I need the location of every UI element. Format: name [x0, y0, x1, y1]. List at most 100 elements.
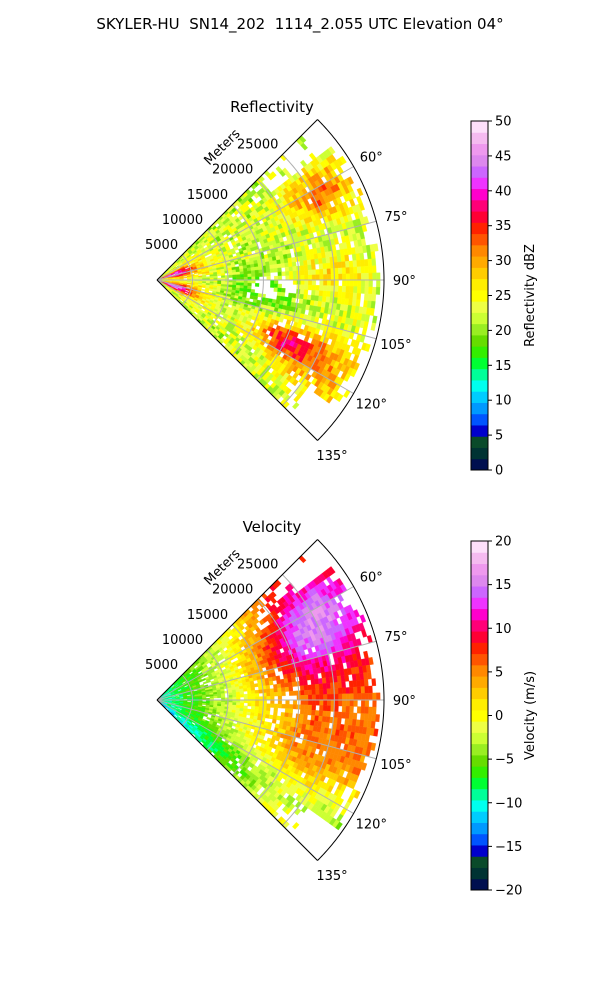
- field-cell: [327, 279, 332, 286]
- field-cell: [251, 273, 256, 278]
- colorbar-swatch: [471, 402, 488, 415]
- field-cell: [277, 691, 282, 697]
- field-cell: [277, 695, 283, 701]
- field-cell: [291, 681, 297, 687]
- field-cell: [277, 687, 282, 693]
- colorbar-swatch: [471, 676, 488, 688]
- field-cell: [315, 694, 320, 701]
- field-cell: [322, 263, 328, 270]
- colorbar-swatch: [471, 211, 488, 223]
- colorbar-tick-label: 30: [495, 254, 512, 269]
- field-cell: [342, 273, 347, 281]
- field-cell: [299, 289, 305, 295]
- field-cell: [205, 694, 211, 697]
- field-cell: [319, 285, 324, 292]
- colorbar-swatch: [471, 267, 488, 280]
- field-cell: [228, 274, 233, 278]
- field-cell: [269, 688, 275, 693]
- field-cell: [291, 293, 297, 299]
- field-cell: [292, 275, 298, 281]
- field-cell: [375, 714, 380, 723]
- field-cell: [303, 680, 308, 686]
- field-cells: [159, 555, 381, 831]
- field-cell: [356, 706, 362, 714]
- field-cell: [288, 270, 294, 276]
- colorbar-swatch: [471, 586, 488, 598]
- azimuth-tick-label: 60°: [360, 150, 383, 165]
- field-cell: [243, 687, 248, 692]
- colorbar-swatch: [471, 867, 488, 880]
- field-cell: [361, 693, 366, 701]
- field-cell: [360, 713, 365, 721]
- field-cell: [344, 254, 350, 262]
- field-cell: [303, 709, 309, 715]
- field-cell: [367, 713, 373, 722]
- field-cell: [300, 704, 305, 710]
- field-cell: [314, 290, 320, 297]
- field-cell: [273, 684, 278, 689]
- field-cell: [322, 290, 328, 297]
- field-cell: [276, 683, 282, 689]
- field-cell: [250, 270, 256, 274]
- field-cell: [370, 300, 376, 309]
- velocity-title: Velocity: [243, 518, 302, 536]
- field-cell: [360, 686, 366, 694]
- field-cell: [236, 282, 241, 286]
- field-cell: [348, 260, 354, 268]
- field-cell: [300, 690, 305, 696]
- field-cell: [341, 291, 346, 299]
- field-cell: [280, 712, 286, 717]
- field-cell: [338, 285, 343, 293]
- colorbar-tick-label: 0: [495, 464, 503, 479]
- field-cell: [308, 694, 313, 701]
- colorbar-tick-label: 15: [495, 359, 512, 374]
- field-cell: [334, 699, 339, 707]
- field-cell: [319, 699, 324, 706]
- field-cell: [257, 262, 263, 267]
- colorbar-tick-label: 25: [495, 289, 512, 304]
- field-cell: [333, 711, 339, 718]
- field-cell: [315, 699, 320, 706]
- field-cell: [236, 702, 241, 706]
- azimuth-tick-label: 60°: [360, 570, 383, 585]
- field-cell: [202, 681, 208, 685]
- field-cell: [258, 689, 263, 694]
- field-cell: [304, 279, 309, 286]
- field-cell: [322, 688, 328, 695]
- field-cell: [247, 702, 252, 707]
- field-cell: [239, 691, 244, 695]
- field-cell: [255, 696, 260, 701]
- colorbar-swatch: [471, 878, 488, 891]
- field-cell: [311, 264, 316, 271]
- field-cell: [311, 699, 317, 706]
- field-cell: [221, 695, 226, 699]
- field-cell: [258, 699, 264, 704]
- colorbar-tick-label: 15: [495, 578, 512, 593]
- field-cell: [259, 607, 266, 614]
- field-cell: [319, 268, 324, 275]
- field-cell: [277, 287, 282, 293]
- field-cell: [246, 267, 252, 272]
- field-cell: [288, 262, 293, 268]
- field-cell: [311, 709, 316, 716]
- field-cell: [299, 713, 305, 720]
- field-cell: [209, 696, 214, 699]
- field-cell: [306, 294, 312, 301]
- azimuth-tick-label: 105°: [380, 758, 411, 773]
- field-cell: [357, 693, 362, 701]
- field-cell: [334, 285, 339, 293]
- field-cell: [345, 712, 350, 720]
- field-cell: [365, 664, 371, 673]
- field-cell: [273, 283, 279, 289]
- field-cell: [310, 259, 316, 265]
- azimuth-tick-label: 105°: [380, 338, 411, 353]
- field-cell: [337, 261, 343, 269]
- azimuth-tick-label: 120°: [356, 398, 387, 413]
- colorbar-tick-label: −20: [495, 884, 522, 899]
- colorbar-swatch: [471, 368, 488, 381]
- field-cell: [270, 696, 275, 701]
- field-cell: [228, 702, 233, 706]
- field-cell: [326, 688, 332, 695]
- field-cell: [363, 650, 369, 659]
